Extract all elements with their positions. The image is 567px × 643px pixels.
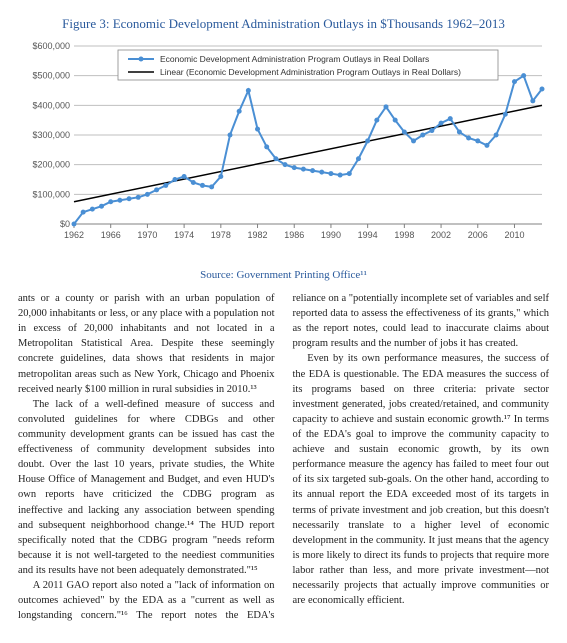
svg-text:$300,000: $300,000 <box>32 130 70 140</box>
svg-text:1982: 1982 <box>248 230 268 240</box>
svg-text:$200,000: $200,000 <box>32 160 70 170</box>
line-chart: $0 $100,000 $200,000 $300,000 $400,000 $500,0… <box>18 38 549 258</box>
figure-title: Figure 3: Economic Development Administr… <box>18 16 549 32</box>
svg-text:1986: 1986 <box>284 230 304 240</box>
figure-source: Source: Government Printing Office¹¹ <box>18 269 549 281</box>
svg-text:1998: 1998 <box>394 230 414 240</box>
svg-text:$100,000: $100,000 <box>32 189 70 199</box>
figure-3: Figure 3: Economic Development Administr… <box>18 16 549 281</box>
svg-text:1966: 1966 <box>101 230 121 240</box>
svg-text:1994: 1994 <box>358 230 378 240</box>
svg-text:1974: 1974 <box>174 230 194 240</box>
svg-text:Economic Development Administr: Economic Development Administration Prog… <box>160 54 429 64</box>
svg-text:$0: $0 <box>60 219 70 229</box>
svg-text:$400,000: $400,000 <box>32 100 70 110</box>
svg-text:$600,000: $600,000 <box>32 41 70 51</box>
svg-text:2002: 2002 <box>431 230 451 240</box>
chart-canvas: $0 $100,000 $200,000 $300,000 $400,000 $500,0… <box>18 38 549 263</box>
paragraph: Even by its own performance measures, th… <box>293 351 550 608</box>
body-text: ants or a county or parish with an urban… <box>18 291 549 623</box>
svg-text:$500,000: $500,000 <box>32 71 70 81</box>
svg-text:1990: 1990 <box>321 230 341 240</box>
svg-text:1962: 1962 <box>64 230 84 240</box>
svg-text:2006: 2006 <box>468 230 488 240</box>
svg-text:1978: 1978 <box>211 230 231 240</box>
svg-text:1970: 1970 <box>137 230 157 240</box>
svg-text:Linear (Economic Development A: Linear (Economic Development Administrat… <box>160 67 461 77</box>
paragraph: The lack of a well-defined measure of su… <box>18 397 275 578</box>
paragraph: ants or a county or parish with an urban… <box>18 291 275 397</box>
svg-text:2010: 2010 <box>504 230 524 240</box>
